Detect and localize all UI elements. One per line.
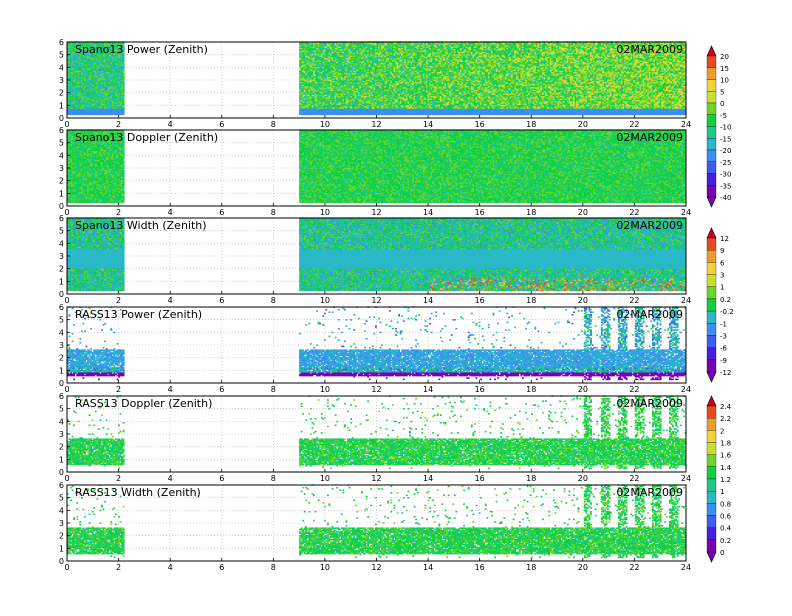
- time-height-plots: 0246810121416182022240123456Spano13 Powe…: [0, 0, 792, 612]
- figure: 0246810121416182022240123456Spano13 Powe…: [0, 0, 792, 612]
